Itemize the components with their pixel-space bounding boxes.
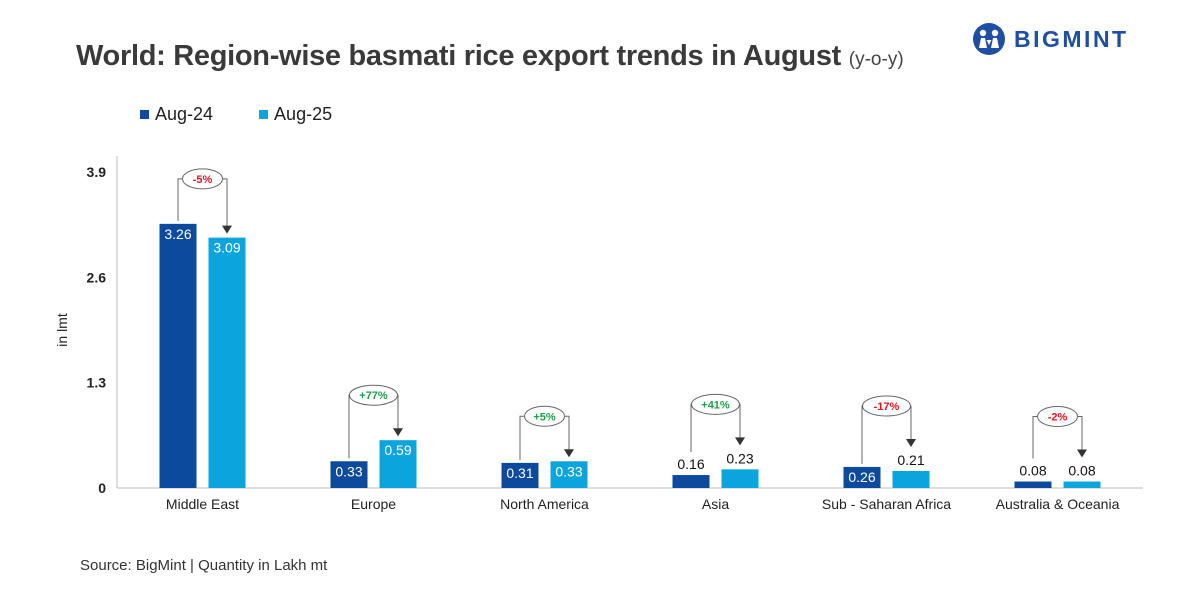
legend-label-aug-24: Aug-24 [155, 104, 214, 124]
bar-aug-25 [208, 237, 246, 488]
bar-aug-24 [1014, 481, 1052, 488]
data-label-aug-24: 0.08 [1019, 463, 1046, 479]
change-badge [349, 384, 398, 406]
legend-swatch-aug-24 [140, 110, 149, 119]
bar-aug-25 [721, 469, 759, 488]
chart-title: World: Region-wise basmati rice export t… [76, 40, 904, 73]
brand-logo: BIGMINT [972, 22, 1129, 56]
data-label-aug-24: 0.16 [677, 456, 704, 472]
bar-aug-24 [159, 223, 197, 488]
x-tick-label: Asia [702, 496, 729, 512]
change-arrow-icon [735, 437, 745, 446]
data-label-aug-24: 0.33 [335, 463, 362, 479]
change-arrow-icon [222, 225, 232, 234]
change-badge [862, 395, 911, 417]
change-arrow-icon [393, 428, 403, 437]
change-percent-label: -5% [193, 174, 213, 186]
bar-aug-25 [379, 440, 417, 488]
change-badge [182, 168, 223, 190]
bar-aug-25 [892, 470, 930, 488]
change-arrow-icon [564, 449, 574, 458]
change-arrow-icon [1077, 449, 1087, 458]
change-percent-label: +5% [533, 411, 556, 423]
data-label-aug-25: 3.09 [213, 240, 240, 256]
x-tick-label: Sub - Saharan Africa [822, 496, 951, 512]
change-percent-label: +77% [359, 390, 388, 402]
data-label-aug-24: 0.31 [506, 465, 533, 481]
y-tick-label: 3.9 [87, 164, 107, 180]
legend-swatch-aug-25 [259, 110, 269, 119]
y-tick-label: 2.6 [87, 269, 107, 285]
change-badge [524, 405, 565, 427]
change-percent-label: -2% [1048, 412, 1068, 424]
change-percent-label: +41% [701, 399, 730, 411]
legend-label-aug-25: Aug-25 [274, 104, 333, 124]
y-tick-label: 1.3 [87, 375, 107, 391]
data-label-aug-24: 0.26 [848, 469, 875, 485]
chart-legend: Aug-24 Aug-25 [140, 104, 332, 125]
data-label-aug-25: 0.23 [726, 450, 753, 466]
change-arrow-icon [906, 438, 916, 447]
x-tick-label: Europe [351, 496, 396, 512]
data-label-aug-25: 0.33 [555, 463, 582, 479]
bar-aug-24 [330, 461, 368, 488]
bar-aug-24 [843, 466, 881, 488]
source-note: Source: BigMint | Quantity in Lakh mt [80, 557, 328, 574]
legend-item-aug-24: Aug-24 [140, 104, 213, 125]
bar-aug-25 [550, 461, 588, 488]
bar-aug-24 [501, 462, 539, 488]
brand-name: BIGMINT [1014, 25, 1129, 52]
chart-title-suffix: (y-o-y) [848, 49, 904, 70]
bar-aug-25 [1063, 481, 1101, 488]
change-badge [691, 393, 740, 415]
data-label-aug-25: 0.08 [1068, 463, 1095, 479]
data-label-aug-25: 0.59 [384, 442, 411, 458]
y-axis-label: in lmt [54, 313, 70, 347]
x-tick-label: North America [500, 496, 589, 512]
change-badge [1037, 406, 1078, 428]
change-percent-label: -17% [874, 401, 900, 413]
data-label-aug-24: 3.26 [164, 226, 191, 242]
x-tick-label: Middle East [166, 496, 239, 512]
y-tick-label: 0 [98, 480, 106, 496]
chart-title-main: World: Region-wise basmati rice export t… [76, 40, 841, 72]
bigmint-people-icon [973, 23, 1005, 55]
data-label-aug-25: 0.21 [897, 452, 924, 468]
legend-item-aug-25: Aug-25 [259, 104, 332, 125]
bar-aug-24 [672, 475, 710, 488]
x-tick-label: Australia & Oceania [996, 496, 1120, 512]
